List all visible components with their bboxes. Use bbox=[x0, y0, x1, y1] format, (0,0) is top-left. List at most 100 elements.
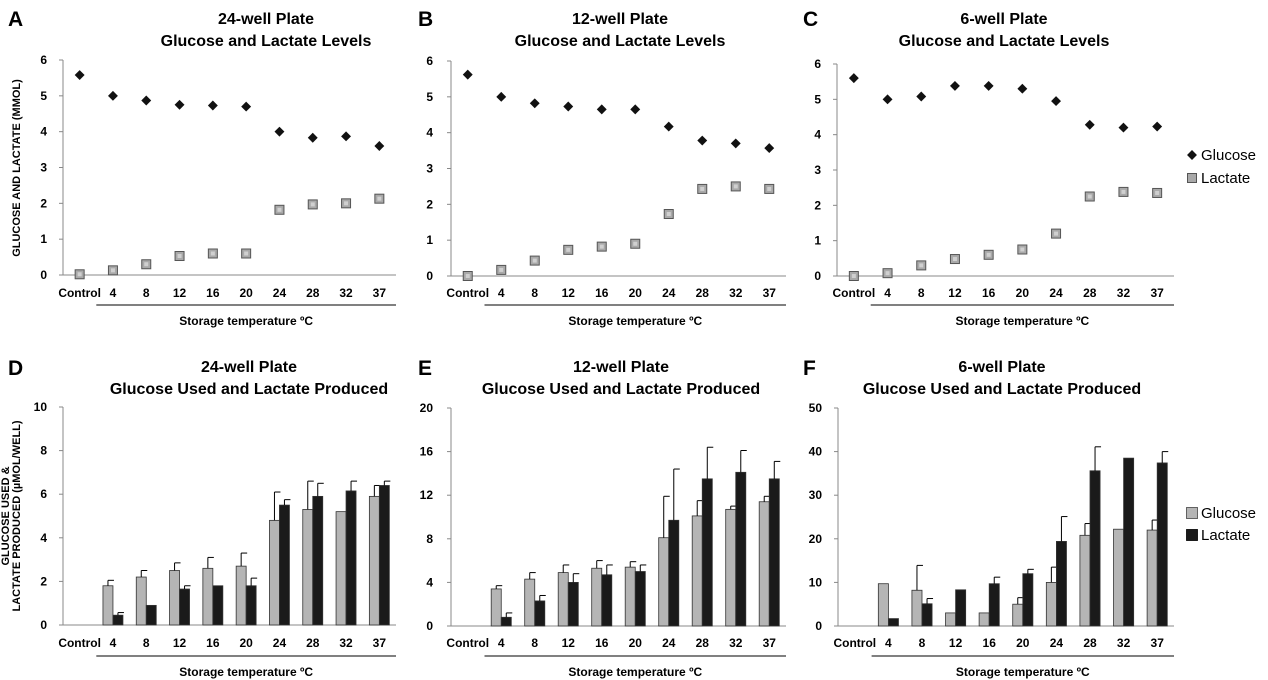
x-tick-label: 20 bbox=[629, 286, 643, 300]
glucose-point bbox=[983, 80, 994, 91]
lactate-bar bbox=[601, 574, 613, 627]
y-tick-label: 20 bbox=[420, 401, 434, 415]
x-tick-label: Control bbox=[58, 286, 101, 300]
glucose-point bbox=[341, 131, 351, 142]
lactate-point-inner bbox=[344, 201, 349, 206]
lactate-point-inner bbox=[566, 247, 571, 252]
glucose-bar bbox=[758, 501, 770, 627]
panel-title-line2-c: Glucose and Lactate Levels bbox=[899, 33, 1110, 50]
glucose-point bbox=[1051, 96, 1061, 107]
panel-title-line2-d: Glucose Used and Lactate Produced bbox=[110, 381, 388, 398]
lactate-bar bbox=[378, 485, 390, 626]
x-axis-label-d: Storage temperature ºC bbox=[179, 665, 313, 679]
y-tick-label: 50 bbox=[809, 401, 823, 415]
lactate-bar bbox=[212, 585, 224, 626]
lactate-point-inner bbox=[666, 212, 671, 217]
legend-lactate-label-top: Lactate bbox=[1201, 170, 1250, 187]
lactate-point-inner bbox=[1020, 247, 1025, 252]
glucose-point bbox=[1152, 121, 1163, 132]
x-tick-label: 16 bbox=[206, 286, 220, 300]
x-tick-label: 12 bbox=[173, 636, 187, 650]
glucose-point bbox=[108, 90, 118, 101]
y-tick-label: 4 bbox=[40, 125, 47, 139]
x-tick-label: 4 bbox=[885, 636, 892, 650]
y-tick-label: 1 bbox=[426, 233, 433, 247]
y-tick-label: 0 bbox=[814, 269, 821, 283]
glucose-bar bbox=[911, 589, 923, 627]
y-tick-label: 0 bbox=[40, 618, 47, 632]
x-tick-label: 28 bbox=[696, 636, 710, 650]
x-tick-label: 24 bbox=[273, 636, 287, 650]
glucose-bar bbox=[691, 515, 703, 627]
glucose-point bbox=[848, 73, 859, 84]
lactate-bar bbox=[668, 519, 680, 627]
x-tick-label: 37 bbox=[373, 636, 387, 650]
glucose-bar bbox=[1012, 603, 1024, 627]
y-tick-label: 1 bbox=[40, 232, 47, 246]
lactate-bar bbox=[1056, 541, 1067, 627]
glucose-point bbox=[174, 99, 185, 110]
x-tick-label: 24 bbox=[273, 286, 287, 300]
x-tick-label: Control bbox=[58, 636, 101, 650]
legend-lactate-label-bottom: Lactate bbox=[1201, 527, 1250, 544]
lactate-point-inner bbox=[1155, 190, 1160, 195]
glucose-bar bbox=[269, 519, 280, 626]
y-tick-label: 6 bbox=[40, 487, 47, 501]
glucose-point bbox=[74, 70, 85, 80]
panel-title-line2-a: Glucose and Lactate Levels bbox=[161, 33, 372, 50]
lactate-point-inner bbox=[144, 262, 149, 267]
glucose-point bbox=[916, 91, 927, 102]
lactate-bar bbox=[112, 614, 124, 626]
legend-bottom: Glucose Lactate bbox=[1186, 505, 1256, 544]
lactate-point-inner bbox=[277, 207, 282, 212]
lactate-bar bbox=[179, 588, 190, 626]
lactate-bar bbox=[768, 478, 780, 627]
x-tick-label: 16 bbox=[206, 636, 220, 650]
glucose-point bbox=[950, 80, 960, 91]
glucose-bar bbox=[1079, 534, 1091, 627]
x-tick-label: 16 bbox=[595, 636, 609, 650]
x-tick-label: 4 bbox=[110, 286, 117, 300]
y-tick-label: 4 bbox=[40, 531, 47, 545]
panel-letter-a: A bbox=[8, 8, 23, 31]
x-tick-label: 12 bbox=[562, 636, 576, 650]
y-tick-label: 6 bbox=[40, 53, 47, 67]
y-tick-label: 3 bbox=[814, 163, 821, 177]
lactate-bar bbox=[1156, 462, 1168, 627]
x-tick-label: 24 bbox=[1049, 286, 1063, 300]
lactate-point-inner bbox=[1121, 189, 1126, 194]
panel-f: F 6-well Plate Glucose Used and Lactate Pr… bbox=[803, 357, 1174, 679]
panel-title-line2-b: Glucose and Lactate Levels bbox=[515, 33, 726, 50]
lactate-point-inner bbox=[310, 202, 315, 207]
glucose-bar bbox=[945, 612, 957, 627]
lactate-point-inner bbox=[499, 267, 504, 272]
glucose-bar bbox=[335, 511, 347, 626]
y-tick-label: 3 bbox=[40, 161, 47, 175]
glucose-point bbox=[374, 141, 385, 151]
y-tick-label: 20 bbox=[809, 532, 823, 546]
x-tick-label: 37 bbox=[763, 636, 777, 650]
x-tick-label: 32 bbox=[339, 636, 353, 650]
lactate-point-inner bbox=[532, 258, 537, 263]
x-tick-label: 28 bbox=[696, 286, 710, 300]
lactate-point-inner bbox=[1087, 194, 1092, 199]
y-tick-label: 8 bbox=[426, 532, 433, 546]
glucose-bar bbox=[235, 565, 247, 626]
lactate-point-inner bbox=[885, 271, 890, 276]
glucose-point bbox=[241, 101, 252, 112]
lactate-bar bbox=[145, 604, 157, 626]
lactate-bar bbox=[735, 471, 747, 627]
glucose-bar bbox=[624, 566, 636, 627]
y-tick-label: 0 bbox=[815, 619, 822, 633]
lactate-bar bbox=[1089, 470, 1101, 627]
x-tick-label: 37 bbox=[763, 286, 777, 300]
x-tick-label: 32 bbox=[1117, 636, 1131, 650]
x-tick-label: 20 bbox=[1016, 286, 1030, 300]
lactate-point-inner bbox=[210, 251, 215, 256]
glucose-point bbox=[764, 143, 775, 154]
glucose-point bbox=[596, 104, 607, 115]
glucose-point bbox=[496, 91, 507, 102]
x-tick-label: 4 bbox=[884, 286, 891, 300]
glucose-bar bbox=[725, 508, 737, 627]
x-tick-label: 32 bbox=[729, 286, 743, 300]
